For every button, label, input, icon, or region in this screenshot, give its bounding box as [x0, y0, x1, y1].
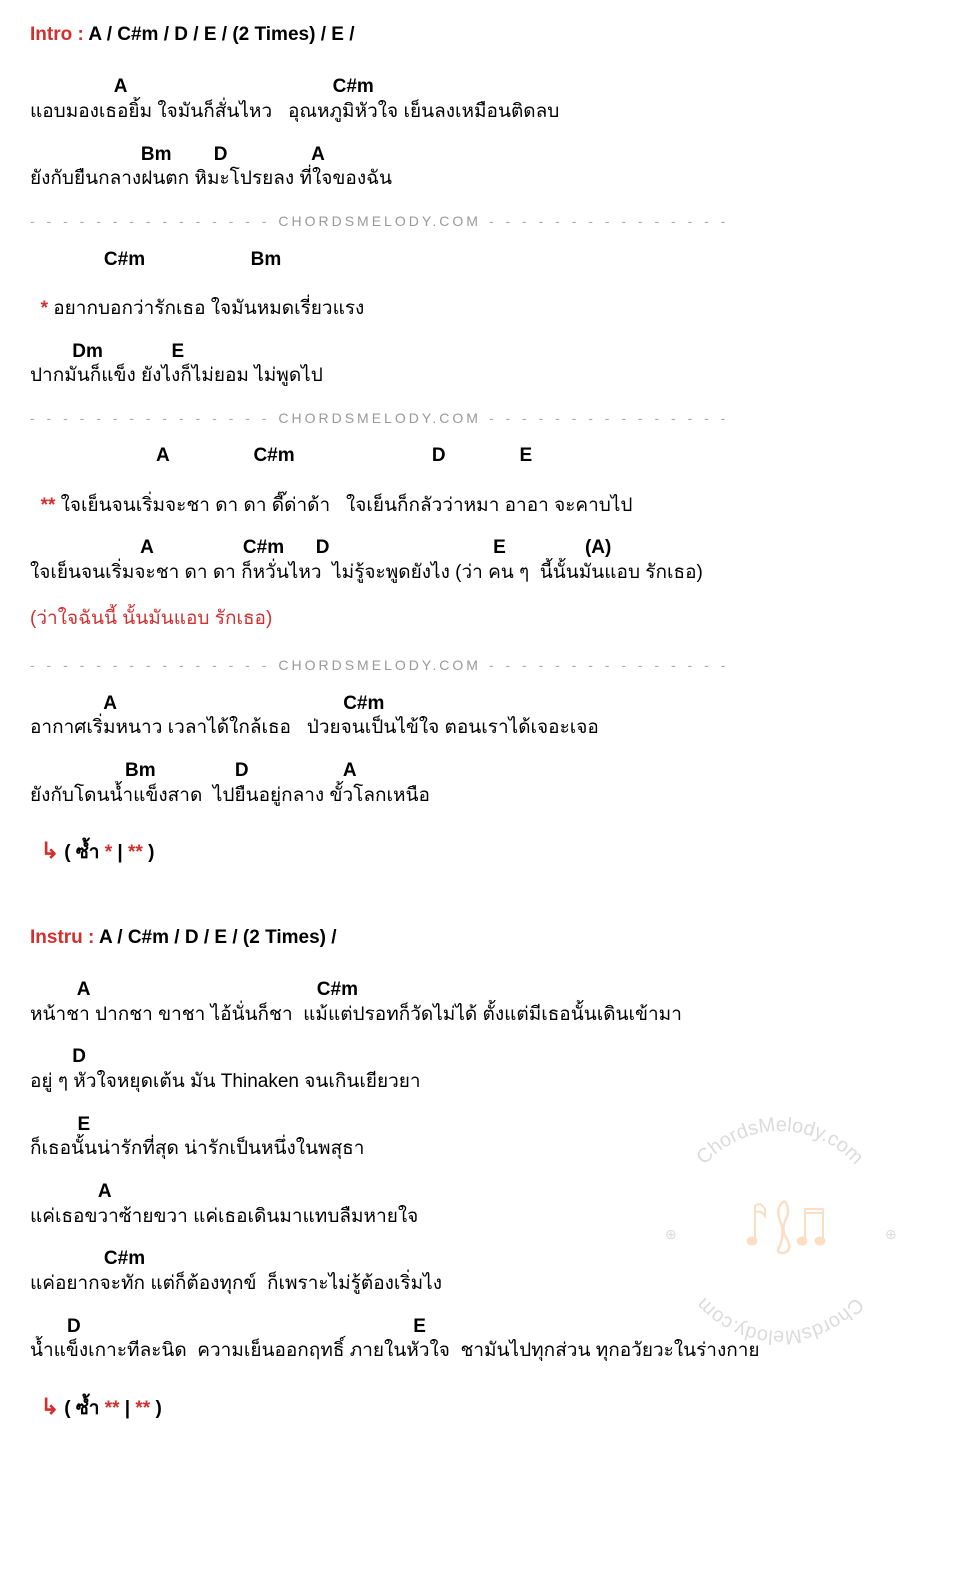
repeat-open: ( ซ้ำ: [59, 1398, 105, 1419]
lyric-line: ปากมันก็แข็ง ยังไงก็ไม่ยอม ไม่พูดไป: [30, 364, 950, 389]
instru-chords: A / C#m / D / E / (2 Times) /: [99, 927, 337, 948]
lyric-line: ก็เธอนั้นน่ารักที่สุด น่ารักเป็นหนึ่งในพ…: [30, 1137, 950, 1162]
chord-line: A C#m: [30, 692, 950, 717]
separator-brand: CHORDSMELODY.COM: [278, 654, 481, 676]
repeat-indicator: ↳ ( ซ้ำ ** | ** ): [30, 1389, 950, 1424]
separator-dashes: - - - - - - - - - - - - - - -: [30, 210, 270, 232]
chord-line: A C#m: [30, 75, 950, 100]
lyric-line: อากาศเริ่มหนาว เวลาได้ใกล้เธอ ป่วยจนเป็น…: [30, 716, 950, 741]
repeat-close: ): [143, 842, 155, 863]
lyric-line: แอบมองเธอยิ้ม ใจมันก็สั่นไหว อุณหภูมิหัว…: [30, 100, 950, 125]
separator: - - - - - - - - - - - - - - - CHORDSMELO…: [30, 654, 950, 676]
lyric-line: ** ใจเย็นจนเริ่มจะชา ดา ดา ดี๊ด่าด้า ใจเ…: [30, 469, 950, 518]
separator-brand: CHORDSMELODY.COM: [278, 407, 481, 429]
separator: - - - - - - - - - - - - - - - CHORDSMELO…: [30, 407, 950, 429]
alt-lyric: (ว่าใจฉันนี้ นั้นมันแอบ รักเธอ): [30, 604, 950, 634]
intro-line: Intro : A / C#m / D / E / (2 Times) / E …: [30, 20, 950, 50]
repeat-star: **: [128, 842, 143, 863]
separator-dashes: - - - - - - - - - - - - - - -: [489, 407, 729, 429]
separator-dashes: - - - - - - - - - - - - - - -: [30, 407, 270, 429]
chord-line: Dm E: [30, 340, 950, 365]
repeat-close: ): [150, 1398, 162, 1419]
lyric-text: อยากบอกว่ารักเธอ ใจมันหมดเรี่ยวแรง: [53, 298, 364, 319]
lyric-line: ยังกับยืนกลางฝนตก หิมะโปรยลง ที่ใจของฉัน: [30, 167, 950, 192]
separator-dashes: - - - - - - - - - - - - - - -: [30, 654, 270, 676]
lyric-line: ใจเย็นจนเริ่มจะชา ดา ดา ก็หวั่นไหว ไม่รู…: [30, 561, 950, 586]
instru-line: Instru : A / C#m / D / E / (2 Times) /: [30, 923, 950, 953]
separator-dashes: - - - - - - - - - - - - - - -: [489, 654, 729, 676]
lyric-line: ยังกับโดนน้ำแข็งสาด ไปยืนอยู่กลาง ขั้วโล…: [30, 784, 950, 809]
chord-line: C#m: [30, 1247, 950, 1272]
repeat-arrow-icon: ↳: [41, 1394, 59, 1419]
lyric-line: แค่อยากจะทัก แต่ก็ต้องทุกข์ ก็เพราะไม่รู…: [30, 1272, 950, 1297]
repeat-star: **: [135, 1398, 150, 1419]
repeat-mid: |: [112, 842, 128, 863]
chord-line: A: [30, 1180, 950, 1205]
intro-label: Intro :: [30, 24, 88, 45]
chord-line: D E: [30, 1315, 950, 1340]
lyric-line: น้ำแข็งเกาะทีละนิด ความเย็นออกฤทธิ์ ภายใ…: [30, 1339, 950, 1364]
separator-dashes: - - - - - - - - - - - - - - -: [489, 210, 729, 232]
chord-line: Bm D A: [30, 759, 950, 784]
intro-chords: A / C#m / D / E / (2 Times) / E /: [88, 24, 354, 45]
single-star-marker: *: [41, 298, 54, 319]
repeat-arrow-icon: ↳: [41, 838, 59, 863]
separator: - - - - - - - - - - - - - - - CHORDSMELO…: [30, 210, 950, 232]
chord-line: A C#m D E (A): [30, 536, 950, 561]
chord-line: Bm D A: [30, 143, 950, 168]
chord-line: C#m Bm: [30, 248, 950, 273]
chord-line: D: [30, 1045, 950, 1070]
repeat-mid: |: [120, 1398, 136, 1419]
lyric-line: แค่เธอขวาซ้ายขวา แค่เธอเดินมาแทบลืมหายใจ: [30, 1205, 950, 1230]
lyric-text: ใจเย็นจนเริ่มจะชา ดา ดา ดี๊ด่าด้า ใจเย็น…: [61, 495, 633, 516]
lyric-line: อยู่ ๆ หัวใจหยุดเต้น มัน Thinaken จนเกิน…: [30, 1070, 950, 1095]
chord-line: E: [30, 1113, 950, 1138]
instru-label: Instru :: [30, 927, 99, 948]
separator-brand: CHORDSMELODY.COM: [278, 210, 481, 232]
lyric-line: * อยากบอกว่ารักเธอ ใจมันหมดเรี่ยวแรง: [30, 272, 950, 321]
repeat-indicator: ↳ ( ซ้ำ * | ** ): [30, 833, 950, 868]
repeat-star: **: [105, 1398, 120, 1419]
chord-line: A C#m: [30, 978, 950, 1003]
double-star-marker: **: [41, 495, 61, 516]
chord-line: A C#m D E: [30, 444, 950, 469]
lyric-line: หน้าชา ปากชา ขาชา ไอ้นั่นก็ชา แม้แต่ปรอท…: [30, 1003, 950, 1028]
repeat-open: ( ซ้ำ: [59, 842, 105, 863]
